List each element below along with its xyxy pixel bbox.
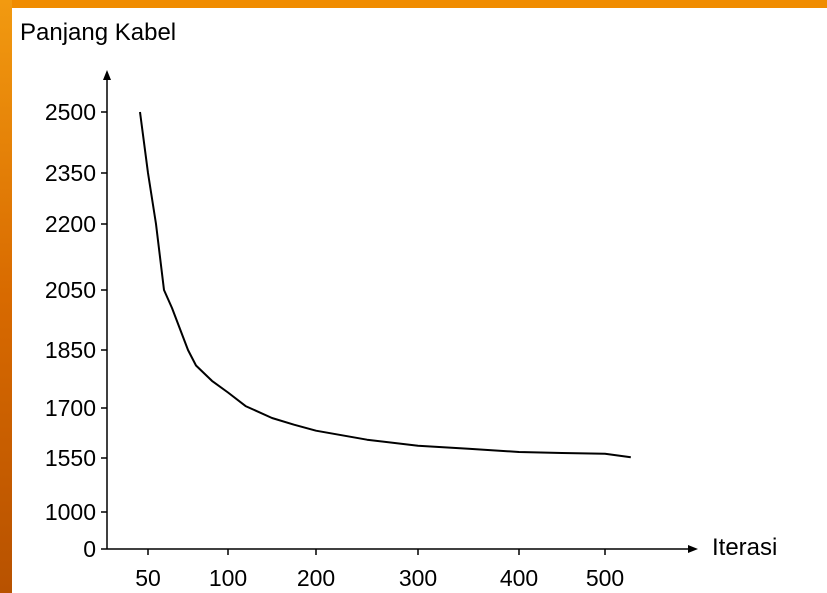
axes [103, 70, 698, 553]
y-tick-label: 1000 [45, 499, 96, 525]
y-tick-label: 1850 [45, 337, 96, 363]
x-axis-arrow [688, 545, 698, 553]
y-tick-label: 2200 [45, 211, 96, 237]
x-tick-label: 300 [399, 565, 437, 591]
y-axis-arrow [103, 70, 111, 80]
x-tick-label: 500 [586, 565, 624, 591]
x-tick-label: 400 [500, 565, 538, 591]
slide-left-border [0, 0, 12, 593]
chart-panel [12, 8, 827, 593]
y-axis-label: Panjang Kabel [20, 19, 176, 46]
y-tick-label: 1550 [45, 445, 96, 471]
series-line [139, 111, 631, 459]
y-tick-label: 2350 [45, 160, 96, 186]
y-tick-label: 2500 [45, 99, 96, 125]
x-tick-label: 100 [209, 565, 247, 591]
x-axis-label: Iterasi [712, 534, 777, 561]
y-tick-label: 1700 [45, 395, 96, 421]
x-tick-label: 50 [135, 565, 161, 591]
x-tick-label: 200 [297, 565, 335, 591]
y-tick-label: 2050 [45, 277, 96, 303]
slide-top-border [0, 0, 827, 8]
y-tick-label: 0 [83, 536, 96, 562]
